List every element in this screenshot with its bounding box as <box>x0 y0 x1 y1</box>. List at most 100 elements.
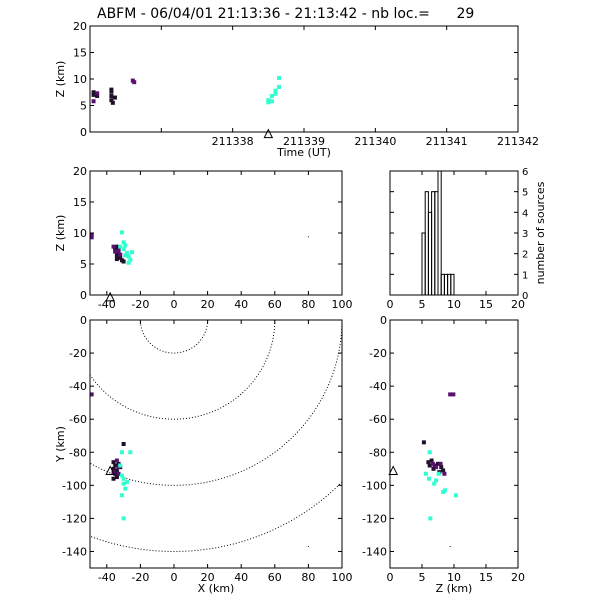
y-tick-label: 0 <box>80 289 87 302</box>
series <box>449 546 451 548</box>
data-point <box>436 471 441 476</box>
x-axis-label: Z (km) <box>436 582 473 595</box>
data-point <box>273 91 278 96</box>
y-tick-label: 5 <box>80 258 87 271</box>
data-point <box>434 465 439 470</box>
data-point <box>114 458 119 463</box>
data-point <box>436 461 440 466</box>
x-tick-label: 211341 <box>426 135 468 148</box>
data-point <box>277 75 282 80</box>
range-circle <box>90 320 276 420</box>
y-tick-label: -60 <box>69 413 87 426</box>
station-marker <box>105 291 115 302</box>
station-marker <box>263 128 274 139</box>
y-tick-label: 15 <box>73 47 87 60</box>
y-tick-label: -100 <box>62 479 87 492</box>
data-point <box>90 235 94 240</box>
data-point <box>123 243 128 248</box>
series <box>90 232 123 257</box>
panel-xy: -40 -20 0 20 40 60 80 100 0 -20 -40 -60 -80 -100 -120 -… <box>54 314 353 595</box>
y-axis-label: Z (km) <box>54 215 67 252</box>
series <box>118 230 134 265</box>
y2-axis-label: number of sources <box>534 181 547 284</box>
x-tick-label: 0 <box>171 571 178 584</box>
data-point <box>114 244 119 249</box>
data-point <box>119 230 124 235</box>
y2-tick-label: 6 <box>522 167 528 178</box>
x-tick-label: 0 <box>387 571 394 584</box>
data-point <box>128 450 133 455</box>
series <box>430 392 456 476</box>
y2-tick-label: 3 <box>522 229 528 240</box>
data-point <box>121 247 126 252</box>
station-marker <box>388 465 399 475</box>
y2-tick-label: 5 <box>522 188 528 199</box>
data-point <box>121 481 126 486</box>
plot-frame <box>89 319 343 569</box>
series <box>91 87 117 105</box>
series <box>118 450 133 521</box>
y-tick-label: -80 <box>369 446 387 459</box>
data-point <box>116 248 121 253</box>
y-tick-label: -120 <box>62 512 87 525</box>
data-point <box>91 99 96 104</box>
x-tick-label: 100 <box>332 571 353 584</box>
series <box>266 75 282 105</box>
y-tick-label: -80 <box>69 446 87 459</box>
data-point <box>95 91 100 96</box>
x-tick-label: 0 <box>387 298 394 311</box>
x-tick-label: 20 <box>201 298 215 311</box>
x-tick-label: 211338 <box>212 135 254 148</box>
data-point <box>448 392 453 397</box>
data-point <box>90 392 94 397</box>
data-point <box>451 392 456 397</box>
x-tick-label: 20 <box>511 298 525 311</box>
data-point <box>269 93 274 98</box>
data-point <box>124 480 129 485</box>
series <box>91 78 137 104</box>
x-tick-label: 211342 <box>497 135 539 148</box>
data-point <box>421 440 426 445</box>
x-tick-label: 211340 <box>354 135 396 148</box>
figure-title: ABFM - 06/04/01 21:13:36 - 21:13:42 - nb… <box>97 6 474 22</box>
x-tick-label: 60 <box>268 298 282 311</box>
x-tick-label: 20 <box>511 571 525 584</box>
data-point <box>441 468 446 473</box>
x-tick-label: 15 <box>479 571 493 584</box>
data-point <box>113 463 118 468</box>
series <box>307 236 309 238</box>
x-tick-label: 15 <box>479 298 493 311</box>
data-point <box>442 471 447 476</box>
data-point <box>121 240 126 245</box>
data-point <box>91 92 96 97</box>
data-point <box>114 468 119 473</box>
x-tick-label: 40 <box>234 571 248 584</box>
y2-tick-label: 1 <box>522 270 528 281</box>
data-point <box>118 244 123 249</box>
y2-tick-label: 4 <box>522 208 528 219</box>
data-point <box>111 476 116 481</box>
data-point <box>110 100 115 105</box>
x-tick-label: 10 <box>447 571 461 584</box>
data-point <box>90 232 94 237</box>
y-tick-label: 10 <box>73 73 87 86</box>
data-point <box>443 488 448 493</box>
data-point <box>111 244 116 249</box>
y-tick-label: -140 <box>362 545 387 558</box>
data-point <box>429 458 434 463</box>
x-axis-label: Time (UT) <box>276 146 331 159</box>
data-point <box>118 463 123 468</box>
data-point <box>128 257 133 262</box>
data-point <box>269 99 274 104</box>
data-point <box>273 88 278 93</box>
data-point <box>431 466 436 471</box>
data-point <box>126 260 131 265</box>
data-point <box>113 249 118 254</box>
data-point <box>112 95 117 100</box>
x-tick-label: -20 <box>131 298 149 311</box>
x-tick-label: -20 <box>131 571 149 584</box>
data-point <box>114 475 119 480</box>
data-point <box>307 236 309 238</box>
data-point <box>130 250 134 255</box>
